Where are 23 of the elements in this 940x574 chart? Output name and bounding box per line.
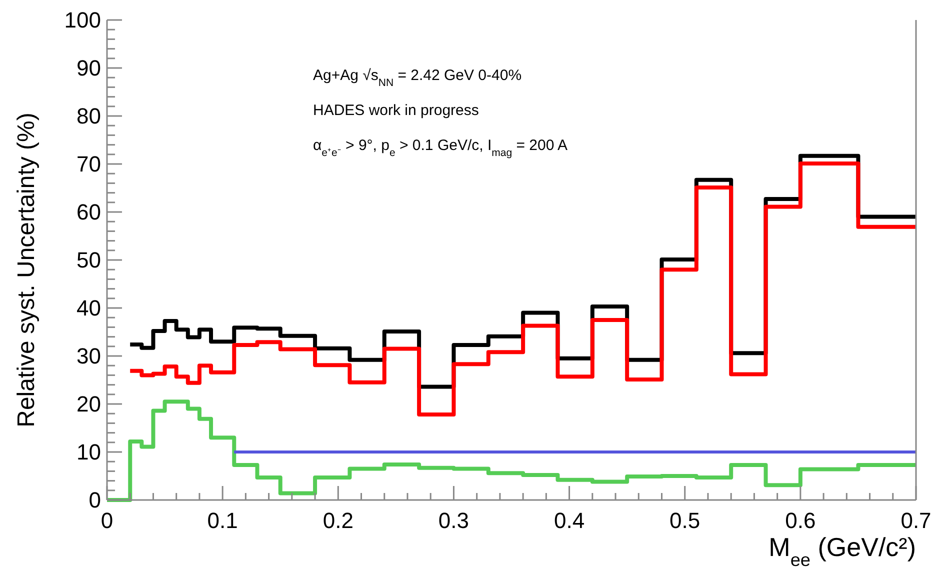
x-tick-label: 0.2	[322, 508, 354, 533]
y-tick-label: 90	[76, 56, 101, 80]
annotation: α$_{e⁺e⁻}$ > 9°, p$_{e}$ > 0.1 GeV/c, I$_{mag}$ = 200 A	[313, 137, 568, 159]
x-tick-label: 0.3	[438, 508, 470, 533]
annotation: Ag+Ag √s$_{NN}$ = 2.42 GeV 0-40%	[313, 67, 522, 89]
x-tick-label: 0.7	[900, 508, 932, 533]
y-tick-label: 10	[76, 440, 101, 464]
y-tick-label: 40	[76, 296, 101, 320]
x-tick-label: 0.1	[207, 508, 238, 533]
x-tick-label: 0.4	[554, 508, 585, 533]
x-axis-title: M$_{ee}$ (GeV/c²)	[768, 532, 916, 570]
y-tick-label: 20	[76, 392, 101, 416]
x-tick-label: 0.6	[785, 508, 816, 533]
y-tick-label: 30	[76, 344, 101, 368]
y-tick-label: 100	[64, 8, 101, 32]
y-tick-label: 80	[76, 104, 101, 128]
annotation: HADES work in progress	[313, 102, 479, 119]
y-axis-title: Relative syst. Uncertainty (%)	[13, 112, 40, 428]
y-tick-label: 70	[76, 152, 101, 176]
x-tick-label: 0.5	[670, 508, 700, 533]
y-tick-label: 0	[88, 488, 101, 512]
y-tick-label: 60	[76, 200, 101, 224]
y-tick-label: 50	[76, 248, 101, 272]
